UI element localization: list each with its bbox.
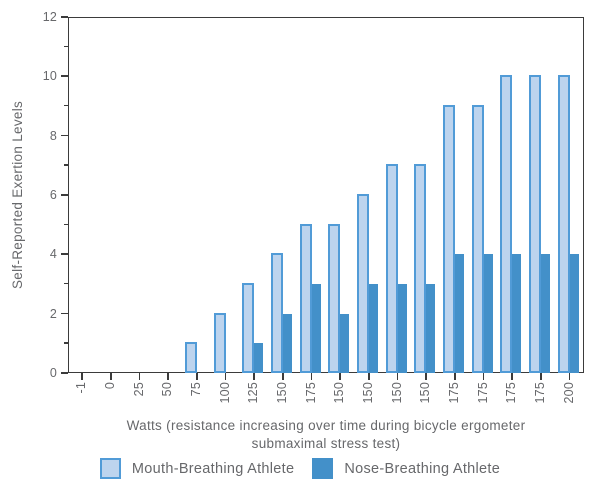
y-major-tick [61,312,68,315]
x-axis-title: Watts (resistance increasing over time d… [68,417,584,453]
nose-breathing-bar [397,284,407,373]
mouth-breathing-bar [500,75,513,373]
legend-label-nose-breathing: Nose-Breathing Athlete [344,460,501,477]
y-major-tick [61,194,68,196]
mouth-breathing-bar [385,164,398,373]
x-tick-label: 75 [189,382,203,397]
mouth-breathing-swatch-icon [99,458,121,479]
x-tick [253,373,256,380]
y-tick-label: 4 [49,247,57,262]
mouth-breathing-bar [414,164,427,373]
nose-breathing-bar [569,254,579,373]
x-tick [568,373,571,380]
x-tick [196,373,198,380]
mouth-breathing-bar [529,75,541,373]
y-minor-tick [64,45,68,48]
y-minor-tick [64,164,68,166]
x-tick [511,373,514,380]
x-tick [368,373,370,380]
x-tick-label: -1 [74,382,89,394]
nose-breathing-bar [455,254,464,373]
legend: Mouth-Breathing Athlete Nose-Breathing A… [0,458,600,479]
nose-breathing-bar [369,284,378,373]
y-major-tick [61,372,68,374]
x-tick [81,373,84,380]
x-tick-label: 0 [103,382,117,390]
x-tick-label: 175 [533,382,547,404]
y-tick-label: 8 [49,128,57,143]
x-tick [425,373,428,380]
legend-item-mouth-breathing: Mouth-Breathing Athlete [99,458,295,479]
y-minor-tick [64,283,68,285]
x-tick-label: 100 [217,382,232,404]
x-tick-label: 175 [475,382,490,404]
mouth-breathing-bar [271,253,283,373]
nose-breathing-bar [541,254,550,373]
x-tick [310,373,313,380]
x-tick [339,373,342,380]
x-tick-label: 125 [246,382,261,404]
nose-breathing-bar [426,284,436,373]
mouth-breathing-bar [213,312,226,373]
x-tick-label: 25 [131,382,146,397]
x-tick-label: 175 [447,382,461,404]
y-tick-label: 10 [42,69,57,84]
y-major-tick [61,16,68,18]
x-tick-label: 150 [389,382,404,404]
x-tick-label: 150 [418,382,433,404]
nose-breathing-bar [283,313,292,373]
x-tick-label: 150 [332,382,347,404]
nose-breathing-bar [254,343,264,373]
plot-area [68,17,584,373]
y-minor-tick [64,105,68,107]
mouth-breathing-bar [443,105,455,373]
y-major-tick [61,75,68,78]
x-tick [110,373,112,380]
x-tick-label: 200 [561,382,576,404]
x-tick [224,373,227,380]
x-tick-label: 50 [160,382,175,397]
nose-breathing-bar [340,313,350,373]
x-axis-title-line-2: submaximal stress test) [251,436,401,451]
mouth-breathing-bar [471,105,484,373]
x-tick [540,373,542,380]
y-tick-label: 0 [49,366,57,380]
x-tick [396,373,399,380]
y-minor-tick [64,342,68,344]
x-tick-label: 175 [504,382,519,404]
x-tick [482,373,485,380]
x-axis-title-line-1: Watts (resistance increasing over time d… [126,418,526,433]
nose-breathing-bar [512,254,522,373]
y-tick-label: 6 [49,188,57,202]
x-tick [454,373,456,380]
x-tick [138,373,141,380]
mouth-breathing-bar [328,223,341,373]
y-major-tick [61,134,68,137]
x-tick-label: 150 [275,382,289,404]
y-tick-label: 12 [42,10,57,24]
mouth-breathing-bar [557,75,570,373]
y-major-tick [61,253,68,256]
x-tick-label: 150 [361,382,375,404]
nose-breathing-swatch-icon [312,458,334,479]
nose-breathing-bar [311,284,321,373]
mouth-breathing-bar [185,342,197,373]
mouth-breathing-bar [299,223,312,373]
nose-breathing-bar [483,254,493,373]
legend-label-mouth-breathing: Mouth-Breathing Athlete [131,460,295,477]
mouth-breathing-bar [242,283,255,373]
x-tick [282,373,284,380]
legend-item-nose-breathing: Nose-Breathing Athlete [312,458,500,479]
y-minor-tick [64,223,68,226]
x-tick [167,373,170,380]
mouth-breathing-bar [357,194,369,373]
x-tick-label: 175 [303,382,318,404]
y-tick-label: 2 [49,306,57,321]
